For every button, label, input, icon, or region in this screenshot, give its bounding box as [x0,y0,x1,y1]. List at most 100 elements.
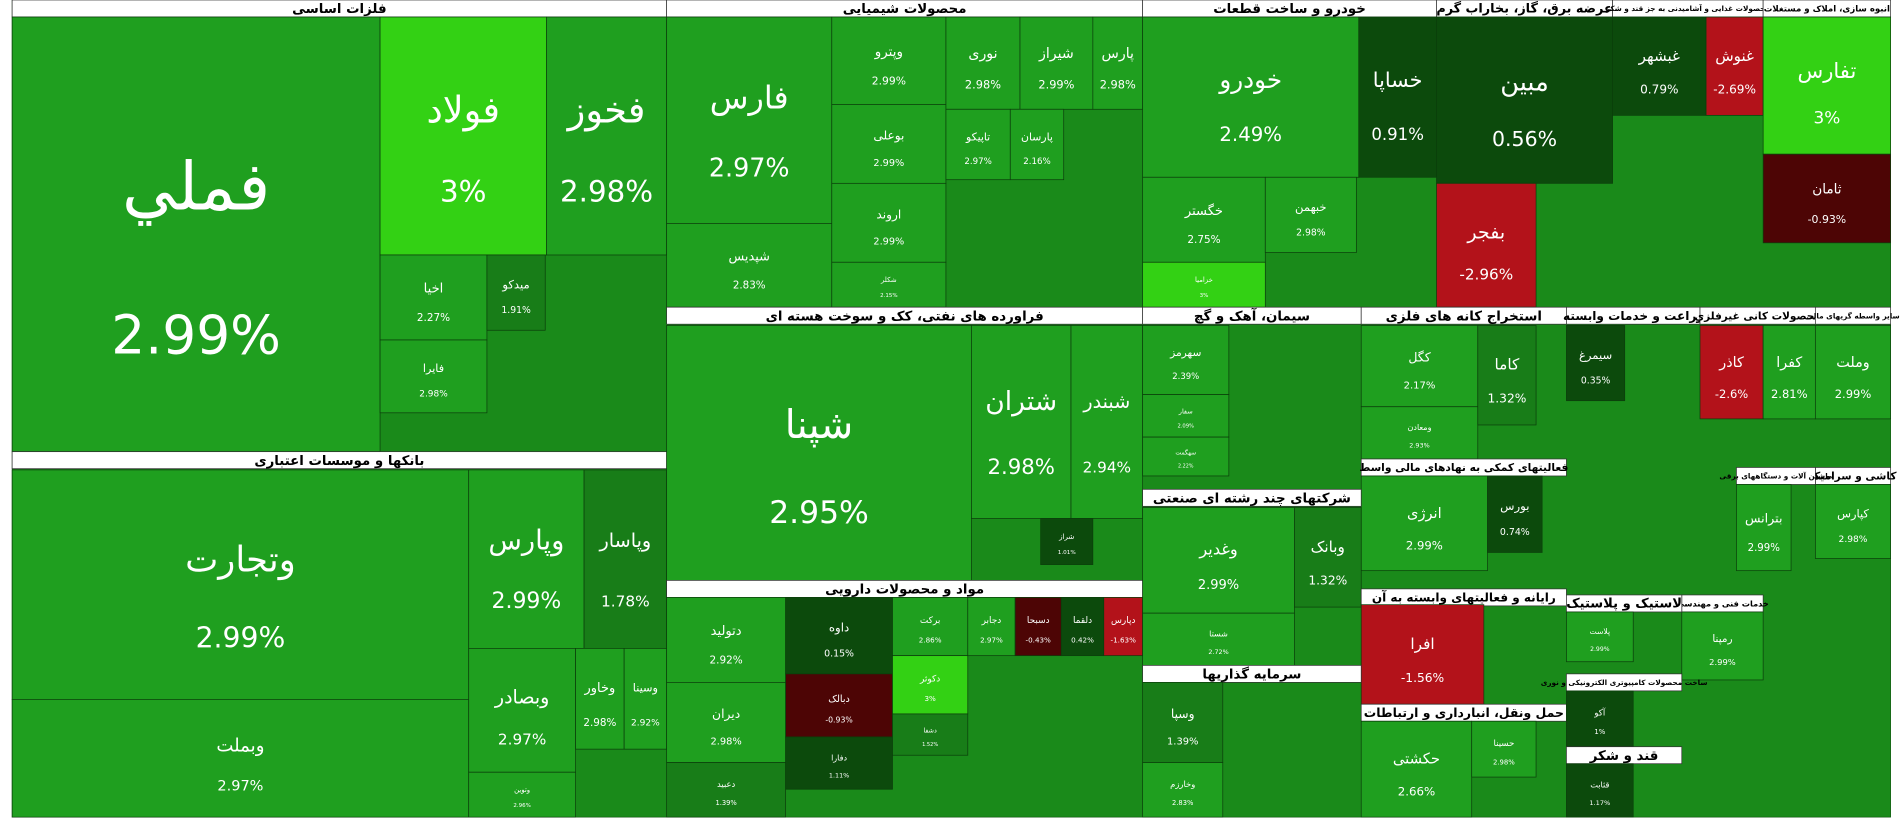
tile-value: 2.97% [498,731,546,749]
tile-value: 2.93% [1409,441,1429,449]
tile-label: دبالک [828,694,850,705]
tile-value: 2.99% [492,589,562,614]
tile-label: اروند [876,207,901,222]
tile-label: وسینا [633,681,658,696]
tile-label: سیمرغ [1579,348,1612,363]
tile [666,682,787,763]
tile-value: 2.98% [1839,535,1868,545]
tile-label: وپترو [874,45,903,60]
tile [967,597,1016,657]
tile [1487,475,1543,553]
tile-value: 2.98% [1493,759,1515,767]
tile-label: کاما [1495,356,1521,374]
tile [1019,16,1094,110]
sector-title: ماشین آلات و دستگاههای برقی [1719,471,1832,481]
tile-label: خزامیا [1195,276,1213,284]
tile [1360,604,1485,705]
tile-label: سهرمز [1169,346,1201,359]
tile-label: ومعادن [1408,423,1432,432]
tile [468,469,585,649]
sector-title: سیمان، آهک و گچ [1194,307,1310,324]
tile-label: غنوش [1715,47,1754,65]
tile-value: 1.11% [829,772,849,780]
tile-value: 1.39% [1167,737,1198,748]
tile [831,261,947,308]
tile-label: پارسان [1021,130,1053,143]
tile [892,597,969,657]
tile-value: 2.98% [965,77,1001,91]
tile-value: 1.39% [715,799,737,807]
tile [1142,394,1230,438]
tile-label: رمپنا [1712,633,1732,645]
tile [1264,176,1357,253]
tile-label: دشفا [923,727,936,734]
tile [468,771,576,818]
sector-title: سایر واسطه گریهای مالی [1806,311,1899,320]
tile [1142,682,1224,763]
tile [666,597,787,683]
tile [1814,325,1892,420]
sector-title: مواد و محصولات دارویی [825,582,984,597]
tile-label: خساپا [1373,68,1423,92]
tile-label: وسپا [1171,707,1195,722]
tile-value: 2.97% [709,153,790,183]
tile [1009,108,1065,181]
tile-label: تاپیکو [965,130,990,143]
tile-value: 2.95% [769,495,869,531]
sector-title: خدمات فنی و مهندسی [1676,599,1769,610]
sector-title: حمل ونقل، انبارداری و ارتباطات [1364,705,1564,720]
tile [379,254,488,341]
tile [785,597,893,675]
tile-label: ثامان [1812,182,1842,198]
sector-title: عرضه برق، گاز، بخاراب گرم [1436,1,1612,17]
sector-title: فعالیتهای کمکی به نهادهای مالی واسط [1359,461,1568,474]
tile-label: دتولید [711,624,742,639]
tile [11,16,381,453]
tile-value: 2.99% [873,237,904,248]
tile-value: 2.98% [1296,227,1326,238]
tile-value: 2.96% [513,803,531,809]
tile-label: دکوثر [919,674,940,684]
tile-label: بورس [1500,499,1529,514]
tile-label: وتجارت [185,540,296,581]
tile-value: 2.92% [631,718,660,728]
sector-header [1814,306,1892,325]
tile-value: 3% [924,694,936,703]
tile-label: شپنا [785,403,853,448]
sector-title: محصولات غذایی و آشامیدنی به جز قند و شکر [1605,3,1770,13]
tile-label: وپاسار [599,529,652,552]
tile-value: 2.66% [1398,785,1435,799]
tile [785,736,893,790]
tile [1814,484,1892,559]
tile [1762,325,1816,420]
tile-value: 2.99% [872,75,906,88]
tile [1762,16,1892,155]
tile-label: دلقما [1073,616,1092,626]
sector-title: خودرو و ساخت قطعات [1213,2,1366,17]
tile [831,182,947,263]
tile [1142,762,1224,818]
tile [1142,16,1360,178]
tile [1142,436,1230,477]
tile-value: 2.92% [710,654,743,666]
tile [666,325,972,581]
tile-label: وخارزم [1170,779,1195,789]
tile [1142,612,1295,666]
sector-title: محصولات کانی غیرفلزی [1695,310,1821,322]
tile-label: سهگمت [1175,449,1196,457]
tile-label: خودرو [1217,65,1282,94]
tile [1142,261,1266,308]
tile [1566,690,1634,748]
tile-value: 2.22% [1178,463,1194,469]
tile [1070,325,1144,519]
tile-value: 1.32% [1487,392,1526,406]
tile-label: خگستر [1184,203,1223,219]
tile-value: 1.91% [501,305,531,316]
tile [1142,176,1266,263]
sector-title: شرکتهای چند رشته ای صنعتی [1153,491,1351,506]
tile-value: 2.09% [1177,424,1194,430]
sector-title: رایانه و فعالیتهای وابسته به آن [1372,589,1556,605]
tile-value: 2.27% [417,312,450,324]
tile-label: کگل [1408,349,1430,364]
